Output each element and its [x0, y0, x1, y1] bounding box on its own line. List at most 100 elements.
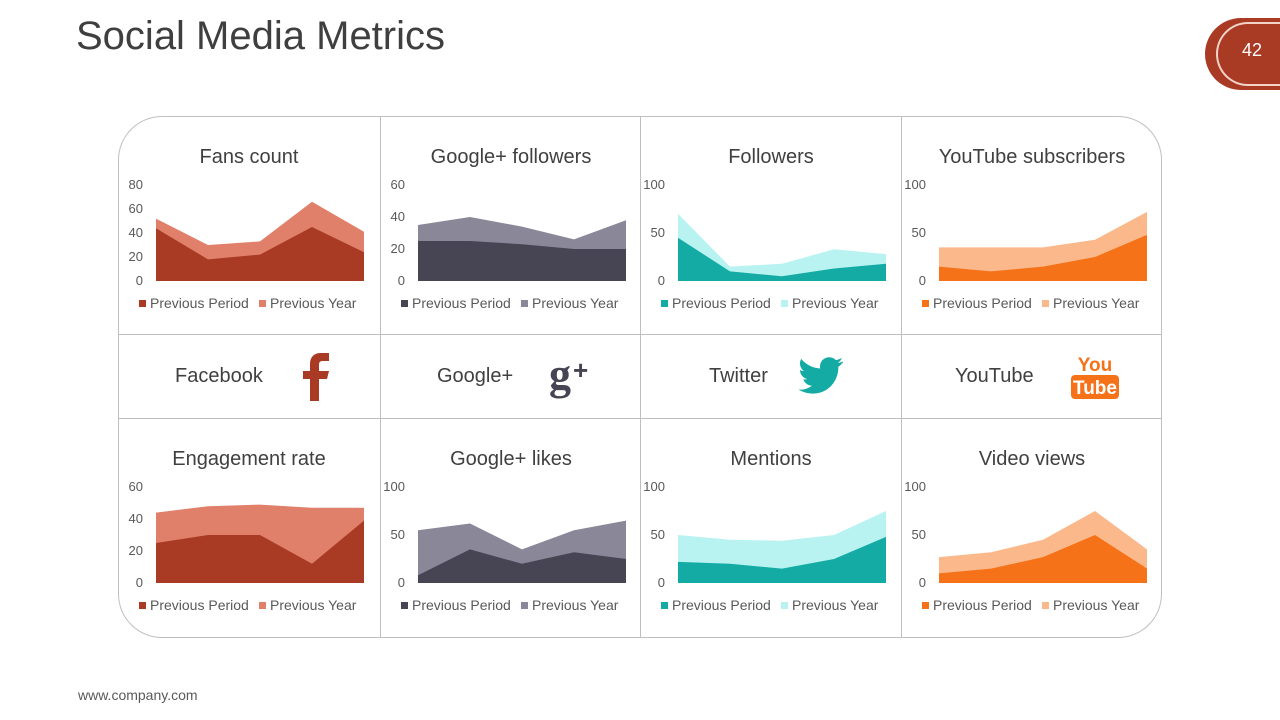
- y-tick-label: 0: [658, 273, 665, 288]
- chart-title: Fans count: [200, 146, 299, 168]
- legend-swatch: [661, 602, 668, 609]
- chart-title: YouTube subscribers: [939, 146, 1125, 168]
- social-label-google-plus: Google+: [437, 365, 514, 387]
- social-label-twitter: Twitter: [709, 365, 768, 387]
- chart-title: Followers: [728, 146, 814, 168]
- youtube-icon: You Tube: [1071, 355, 1119, 399]
- y-tick-label: 100: [904, 479, 926, 494]
- legend-label: Previous Year: [792, 597, 879, 613]
- y-tick-label: 0: [136, 575, 143, 590]
- legend-label: Previous Period: [933, 295, 1032, 311]
- legend-label: Previous Period: [672, 295, 771, 311]
- chart-svg: Google+ followers 0 20 40 60 Previous Period P…: [391, 146, 626, 311]
- legend-swatch: [259, 602, 266, 609]
- social-cell-youtube: YouTube You Tube: [902, 335, 1162, 419]
- area-previous-period: [678, 237, 886, 281]
- area-previous-period: [939, 234, 1147, 281]
- chart-svg: YouTube subscribers 0 50 100 Previous Period…: [904, 146, 1147, 311]
- chart-google-likes: Google+ likes 0 50 100 Previous Period Previo…: [381, 419, 641, 636]
- page-number: 42: [1241, 40, 1263, 60]
- legend-swatch: [521, 300, 528, 307]
- y-tick-label: 60: [129, 201, 143, 216]
- chart-fans-count: Fans count 0 20 40 60 80 Previous Period Previo…: [119, 117, 379, 334]
- legend-label: Previous Period: [150, 597, 249, 613]
- youtube-icon-text-top: You: [1078, 355, 1112, 376]
- y-tick-label: 20: [391, 241, 405, 256]
- legend-swatch: [922, 300, 929, 307]
- y-tick-label: 50: [912, 225, 926, 240]
- y-tick-label: 100: [383, 479, 405, 494]
- y-tick-label: 80: [129, 177, 143, 192]
- page-number-badge-ring: [1216, 22, 1280, 86]
- svg-text:g: g: [549, 351, 571, 399]
- y-tick-label: 0: [398, 575, 405, 590]
- legend-label: Previous Period: [150, 295, 249, 311]
- area-previous-year: [678, 213, 886, 281]
- legend-swatch: [401, 602, 408, 609]
- chart-video-views: Video views 0 50 100 Previous Period Previous…: [902, 419, 1162, 636]
- chart-mentions: Mentions 0 50 100 Previous Period Previous Ye…: [641, 419, 901, 636]
- legend-swatch: [781, 602, 788, 609]
- y-tick-label: 0: [919, 273, 926, 288]
- y-tick-label: 0: [398, 273, 405, 288]
- chart-title: Video views: [979, 448, 1085, 470]
- legend-label: Previous Year: [1053, 295, 1140, 311]
- social-cell-google-plus: Google+ g +: [381, 335, 641, 419]
- y-tick-label: 100: [904, 177, 926, 192]
- y-tick-label: 0: [919, 575, 926, 590]
- twitter-bird-icon: [799, 357, 843, 394]
- chart-followers: Followers 0 50 100 Previous Period Previous Y…: [641, 117, 901, 334]
- chart-svg: Google+ likes 0 50 100 Previous Period Previo…: [383, 448, 626, 613]
- svg-text:+: +: [573, 355, 588, 385]
- y-tick-label: 100: [643, 177, 665, 192]
- legend-label: Previous Period: [412, 597, 511, 613]
- grid-divider-vertical: [901, 116, 902, 638]
- legend-swatch: [781, 300, 788, 307]
- facebook-icon: [303, 353, 329, 401]
- legend-swatch: [139, 602, 146, 609]
- y-tick-label: 50: [391, 527, 405, 542]
- y-tick-label: 100: [643, 479, 665, 494]
- social-label-youtube: YouTube: [955, 365, 1034, 387]
- chart-title: Mentions: [730, 448, 811, 470]
- legend-label: Previous Year: [1053, 597, 1140, 613]
- y-tick-label: 60: [391, 177, 405, 192]
- y-tick-label: 40: [129, 511, 143, 526]
- legend-swatch: [401, 300, 408, 307]
- y-tick-label: 50: [651, 527, 665, 542]
- footer-url: www.company.com: [78, 687, 198, 703]
- chart-svg: Video views 0 50 100 Previous Period Previous…: [904, 448, 1147, 613]
- legend-swatch: [1042, 602, 1049, 609]
- grid-divider-horizontal: [119, 334, 1161, 335]
- chart-svg: Engagement rate 0 20 40 60 Previous Period Pre…: [129, 448, 364, 613]
- area-previous-period: [156, 227, 364, 281]
- y-tick-label: 50: [651, 225, 665, 240]
- grid-divider-vertical: [640, 116, 641, 638]
- legend-swatch: [521, 602, 528, 609]
- chart-engagement-rate: Engagement rate 0 20 40 60 Previous Period Pre…: [119, 419, 379, 636]
- legend-label: Previous Year: [270, 597, 357, 613]
- social-cell-twitter: Twitter: [641, 335, 901, 419]
- legend-label: Previous Period: [412, 295, 511, 311]
- legend-swatch: [661, 300, 668, 307]
- y-tick-label: 40: [391, 209, 405, 224]
- google-plus-icon: g +: [549, 351, 588, 399]
- grid-divider-horizontal: [119, 418, 1161, 419]
- legend-swatch: [139, 300, 146, 307]
- social-label-facebook: Facebook: [175, 365, 263, 387]
- legend-label: Previous Year: [270, 295, 357, 311]
- area-previous-period: [156, 520, 364, 583]
- chart-svg: Followers 0 50 100 Previous Period Previous Y…: [643, 146, 886, 311]
- area-previous-period: [418, 549, 626, 583]
- social-cell-facebook: Facebook: [119, 335, 379, 419]
- chart-google-followers: Google+ followers 0 20 40 60 Previous Period P…: [381, 117, 641, 334]
- area-previous-period: [939, 535, 1147, 583]
- y-tick-label: 20: [129, 249, 143, 264]
- legend-swatch: [922, 602, 929, 609]
- chart-svg: Mentions 0 50 100 Previous Period Previous Ye…: [643, 448, 886, 613]
- legend-label: Previous Year: [532, 597, 619, 613]
- legend-label: Previous Year: [532, 295, 619, 311]
- legend-label: Previous Period: [933, 597, 1032, 613]
- legend-label: Previous Year: [792, 295, 879, 311]
- area-previous-period: [418, 241, 626, 281]
